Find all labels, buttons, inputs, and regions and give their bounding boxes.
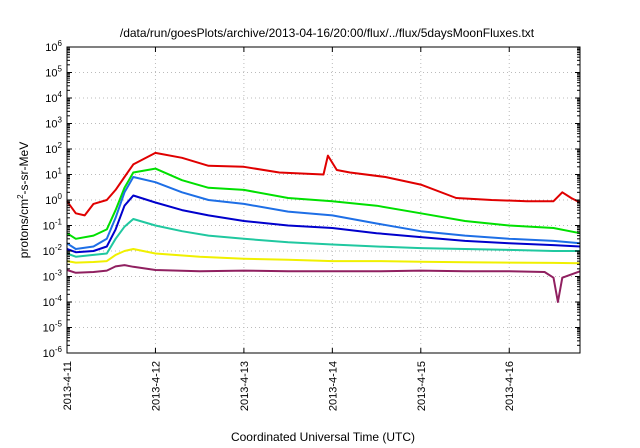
x-tick-label: 2013-4-14 — [327, 361, 339, 411]
series-lines — [66, 151, 581, 303]
x-tick-label: 2013-4-13 — [239, 361, 251, 411]
y-axis-ticks: 106 105 104 103 102 101 100 10-1 10-2 10-3 10-4 10-… — [43, 39, 580, 360]
x-axis-label: Coordinated Universal Time (UTC) — [231, 430, 415, 444]
y-tick-label: 104 — [45, 90, 62, 105]
y-tick-label: 105 — [45, 65, 62, 80]
x-tick-label: 2013-4-12 — [150, 361, 162, 411]
chart-title: /data/run/goesPlots/archive/2013-04-16/2… — [120, 26, 535, 40]
x-axis-ticks: 2013-4-11 2013-4-12 2013-4-13 2013-4-14 2013… — [62, 47, 516, 411]
y-tick-label: 101 — [45, 167, 62, 182]
y-tick-label: 10-6 — [43, 345, 63, 360]
x-tick-label: 2013-4-11 — [62, 361, 74, 410]
y-tick-label: 102 — [45, 141, 62, 156]
series-line-7 — [66, 264, 581, 303]
series-line-2 — [66, 167, 581, 240]
y-tick-label: 10-3 — [43, 269, 63, 284]
y-tick-label: 106 — [45, 39, 62, 54]
x-tick-label: 2013-4-15 — [416, 361, 428, 411]
y-tick-label: 103 — [45, 116, 62, 131]
series-line-5 — [66, 218, 580, 258]
x-tick-label: 2013-4-16 — [504, 361, 516, 411]
series-line-1 — [66, 151, 581, 217]
y-tick-label: 10-2 — [43, 243, 63, 258]
y-tick-label: 10-5 — [43, 320, 63, 335]
y-axis-label: protons/cm2-s-sr-MeV — [16, 142, 31, 258]
series-line-3 — [66, 176, 581, 250]
y-tick-label: 10-1 — [43, 218, 63, 233]
series-line-4 — [66, 194, 581, 254]
series-line-6 — [66, 248, 581, 265]
y-tick-label: 100 — [45, 192, 62, 207]
y-tick-label: 10-4 — [43, 294, 63, 309]
